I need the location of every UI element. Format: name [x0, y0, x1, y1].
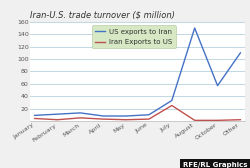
Legend: US exports to Iran, Iran Exports to US: US exports to Iran, Iran Exports to US: [92, 25, 176, 48]
Title: Iran-U.S. trade turnover ($ million): Iran-U.S. trade turnover ($ million): [30, 11, 175, 20]
Text: RFE/RL Graphics: RFE/RL Graphics: [183, 162, 248, 168]
